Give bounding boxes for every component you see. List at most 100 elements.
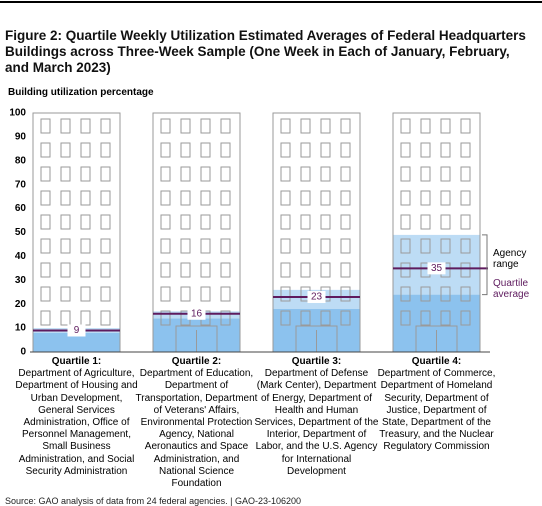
label-bg [187, 307, 206, 320]
window [400, 214, 411, 230]
average-label: 35 [431, 263, 443, 274]
window [220, 118, 231, 134]
chart-title: Figure 2: Quartile Weekly Utilization Es… [5, 28, 526, 75]
average-label: 16 [191, 308, 203, 319]
window [200, 262, 211, 278]
window [440, 166, 451, 182]
category-description: Department of Education, Department of T… [135, 368, 258, 490]
window [160, 142, 171, 158]
window [460, 238, 471, 254]
window [320, 190, 331, 206]
window [100, 142, 111, 158]
window [220, 190, 231, 206]
window [400, 190, 411, 206]
legend-range: Agency range [493, 248, 527, 270]
legend-bracket [482, 234, 488, 296]
window [100, 214, 111, 230]
top-rule [0, 1, 542, 3]
window [40, 310, 51, 326]
window [100, 118, 111, 134]
window [160, 286, 171, 302]
window [440, 214, 451, 230]
window [280, 190, 291, 206]
window [420, 190, 431, 206]
category-label: Quartile 2: Department of Education, Depa… [135, 356, 259, 490]
window [80, 214, 91, 230]
window [340, 190, 351, 206]
window [320, 118, 331, 134]
window [400, 238, 411, 254]
window [80, 286, 91, 302]
label-bg [307, 291, 326, 304]
window [160, 190, 171, 206]
window [420, 214, 431, 230]
y-tick-label: 0 [20, 347, 26, 358]
window [460, 118, 471, 134]
window [180, 238, 191, 254]
window [80, 262, 91, 278]
window [80, 238, 91, 254]
window [160, 214, 171, 230]
window [340, 166, 351, 182]
y-tick-label: 90 [15, 132, 27, 143]
window [440, 190, 451, 206]
window [460, 166, 471, 182]
window [200, 190, 211, 206]
average-label: 23 [311, 292, 323, 303]
window [160, 166, 171, 182]
window [160, 238, 171, 254]
window [180, 286, 191, 302]
window [180, 262, 191, 278]
window [160, 118, 171, 134]
window [80, 142, 91, 158]
y-axis-label: Building utilization percentage [8, 87, 154, 98]
window [460, 142, 471, 158]
window [100, 190, 111, 206]
window [40, 142, 51, 158]
category-name: Quartile 3: [291, 356, 342, 367]
window [460, 262, 471, 278]
category-description: Department of Commerce, Department of Ho… [377, 368, 496, 453]
category-label: Quartile 4: Department of Commerce, Depar… [375, 356, 499, 454]
window [420, 310, 431, 326]
category-name: Quartile 2: [171, 356, 222, 367]
window [40, 238, 51, 254]
window [80, 166, 91, 182]
window [100, 310, 111, 326]
window [400, 142, 411, 158]
window [460, 214, 471, 230]
window [60, 238, 71, 254]
window [60, 166, 71, 182]
y-tick-label: 60 [15, 203, 27, 214]
window [300, 190, 311, 206]
y-tick-label: 80 [15, 155, 27, 166]
window [420, 118, 431, 134]
window [200, 118, 211, 134]
label-bg [67, 324, 86, 337]
window [180, 214, 191, 230]
source: Source: GAO analysis of data from 24 fed… [5, 496, 301, 506]
window [160, 262, 171, 278]
window [340, 118, 351, 134]
window [460, 190, 471, 206]
window [320, 238, 331, 254]
window [340, 142, 351, 158]
window [440, 118, 451, 134]
window [100, 262, 111, 278]
window [180, 166, 191, 182]
window [60, 190, 71, 206]
window [220, 166, 231, 182]
window [400, 310, 411, 326]
y-tick-label: 20 [15, 299, 27, 310]
window [460, 286, 471, 302]
category-name: Quartile 1: [51, 356, 102, 367]
y-tick-label: 100 [9, 108, 26, 119]
window [280, 310, 291, 326]
y-tick-label: 30 [15, 275, 27, 286]
window [60, 286, 71, 302]
window [300, 310, 311, 326]
window [40, 166, 51, 182]
window [80, 310, 91, 326]
window [420, 286, 431, 302]
